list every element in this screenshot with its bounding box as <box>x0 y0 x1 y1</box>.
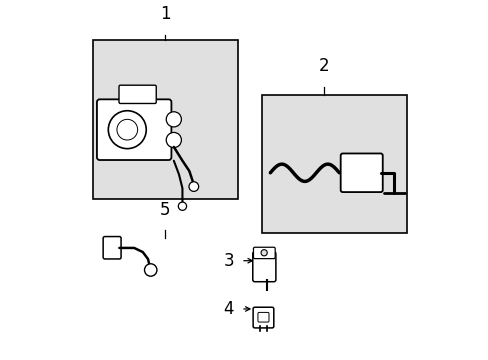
Circle shape <box>108 111 146 149</box>
Circle shape <box>117 119 137 140</box>
Circle shape <box>166 112 181 127</box>
Text: 2: 2 <box>318 57 328 75</box>
FancyBboxPatch shape <box>253 247 275 258</box>
Circle shape <box>261 249 267 256</box>
Bar <box>261 95 406 233</box>
Circle shape <box>178 202 186 210</box>
FancyBboxPatch shape <box>119 85 156 103</box>
FancyBboxPatch shape <box>97 99 171 160</box>
Circle shape <box>166 132 181 148</box>
FancyBboxPatch shape <box>252 252 275 282</box>
Bar <box>93 40 237 199</box>
FancyBboxPatch shape <box>340 153 382 192</box>
Circle shape <box>144 264 157 276</box>
FancyBboxPatch shape <box>257 312 268 322</box>
Circle shape <box>188 182 198 192</box>
FancyBboxPatch shape <box>253 307 273 328</box>
FancyBboxPatch shape <box>103 237 121 259</box>
Text: 3: 3 <box>223 252 234 270</box>
Text: 5: 5 <box>160 201 170 219</box>
Text: 1: 1 <box>160 5 170 23</box>
Text: 4: 4 <box>223 300 234 318</box>
